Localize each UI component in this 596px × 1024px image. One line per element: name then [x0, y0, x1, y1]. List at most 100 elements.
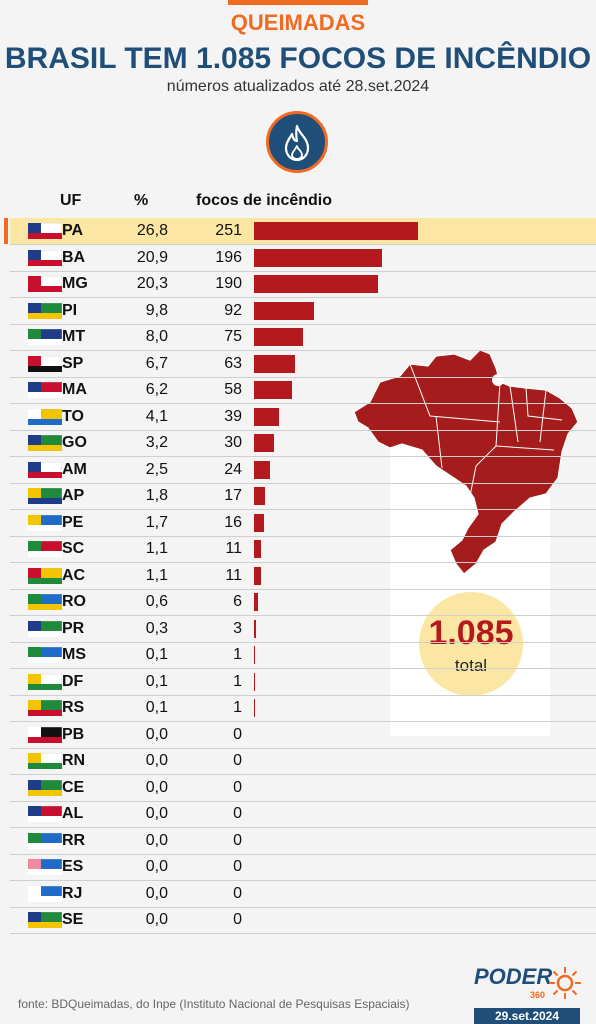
flag-icon [28, 806, 62, 822]
uf-label: TO [62, 407, 84, 425]
table-row: SC 1,1 11 [10, 536, 596, 563]
flag-icon [28, 408, 62, 425]
percent-label: 0,1 [145, 672, 168, 690]
percent-label: 2,5 [145, 460, 168, 478]
percent-label: 6,7 [145, 354, 168, 372]
uf-label: PR [62, 619, 85, 637]
count-label: 75 [224, 328, 242, 345]
table-row: DF 0,1 1 [10, 669, 596, 696]
bar [254, 222, 418, 240]
count-label: 1 [233, 699, 242, 716]
table-row: ES 0,0 0 [10, 854, 596, 881]
table-row: PA 26,8 251 [4, 218, 596, 245]
count-label: 0 [233, 858, 242, 875]
table-row: AP 1,8 17 [10, 483, 596, 510]
table-row: PR 0,3 3 [10, 616, 596, 643]
count-label: 1 [233, 646, 242, 663]
table-row: RN 0,0 0 [10, 748, 596, 775]
bar [254, 460, 270, 479]
column-header-pct: % [134, 192, 149, 209]
table-row: PB 0,0 0 [10, 722, 596, 749]
count-label: 11 [225, 540, 242, 557]
brand-logo: PODER [474, 964, 553, 989]
table-row: RO 0,6 6 [10, 589, 596, 616]
count-label: 196 [215, 248, 242, 266]
percent-label: 20,3 [136, 275, 168, 292]
bar [254, 434, 274, 452]
percent-label: 1,7 [145, 513, 168, 531]
percent-label: 26,8 [136, 222, 168, 239]
flag-icon [28, 859, 62, 875]
uf-label: DF [62, 672, 84, 690]
flag-icon [28, 647, 62, 663]
count-label: 251 [215, 222, 242, 239]
uf-label: PA [62, 222, 84, 239]
column-header-count: focos de incêndio [196, 192, 333, 209]
count-label: 0 [233, 752, 242, 769]
table-row: PE 1,7 16 [10, 510, 596, 537]
count-label: 3 [233, 619, 242, 637]
uf-label: PB [62, 725, 85, 743]
uf-label: PI [62, 301, 78, 319]
count-label: 0 [233, 831, 242, 849]
flag-icon [28, 832, 62, 849]
bar [254, 381, 292, 399]
percent-label: 0,3 [145, 619, 168, 637]
table-row: TO 4,1 39 [10, 404, 596, 431]
table-row: RR 0,0 0 [10, 828, 596, 855]
percent-label: 1,1 [145, 540, 168, 557]
bar [254, 646, 255, 664]
flag-icon [28, 249, 62, 266]
uf-label: AL [62, 805, 84, 822]
poder360-sun-icon [549, 967, 581, 999]
count-label: 0 [233, 884, 242, 902]
bar [254, 513, 265, 532]
highlight-marker [4, 218, 8, 244]
uf-label: AM [62, 460, 87, 478]
uf-label: GO [62, 434, 87, 451]
count-label: 0 [233, 778, 242, 796]
flame-icon [284, 124, 310, 162]
uf-label: AP [62, 487, 85, 504]
bar [254, 619, 256, 638]
percent-label: 6,2 [145, 381, 168, 398]
table-row: CE 0,0 0 [10, 775, 596, 802]
percent-label: 0,1 [145, 646, 168, 663]
table-row: PI 9,8 92 [10, 298, 596, 325]
percent-label: 0,0 [145, 831, 168, 849]
table-row: SE 0,0 0 [10, 907, 596, 934]
table-row: RJ 0,0 0 [10, 881, 596, 908]
flag-icon [28, 594, 62, 610]
count-label: 24 [224, 460, 242, 478]
bar [254, 593, 258, 611]
count-label: 39 [224, 407, 242, 425]
table-row: MT 8,0 75 [10, 324, 596, 351]
percent-label: 3,2 [145, 434, 168, 451]
total-badge: 1.085 total [419, 592, 523, 696]
percent-label: 0,1 [145, 699, 168, 716]
publish-date: 29.set.2024 [474, 1008, 580, 1024]
table-row: AM 2,5 24 [10, 457, 596, 484]
bar [254, 248, 383, 267]
table-row: BA 20,9 196 [10, 245, 596, 272]
flag-icon [28, 329, 62, 345]
flag-icon [28, 223, 62, 239]
percent-label: 0,0 [145, 778, 168, 796]
percent-label: 0,0 [145, 911, 168, 928]
uf-label: RJ [62, 884, 83, 902]
count-label: 30 [224, 434, 242, 451]
table-row: SP 6,7 63 [10, 351, 596, 378]
percent-label: 0,0 [145, 725, 168, 743]
count-label: 0 [233, 911, 242, 928]
flag-icon [28, 620, 62, 637]
flag-icon [28, 567, 62, 584]
bar [254, 699, 255, 717]
uf-label: RO [62, 593, 86, 610]
count-label: 0 [233, 805, 242, 822]
percent-label: 0,0 [145, 884, 168, 902]
percent-label: 0,0 [145, 752, 168, 769]
flag-icon [28, 276, 62, 292]
percent-label: 20,9 [136, 248, 168, 266]
count-label: 11 [225, 566, 242, 584]
count-label: 63 [224, 354, 242, 372]
